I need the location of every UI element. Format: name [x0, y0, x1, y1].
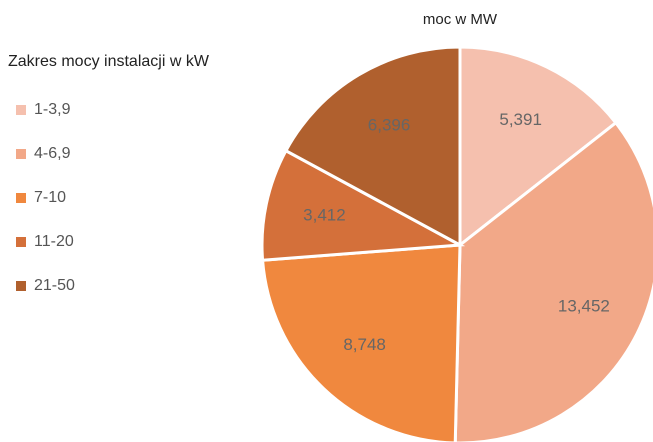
legend-swatch [16, 281, 26, 291]
legend-label: 11-20 [34, 233, 74, 250]
legend-swatch [16, 149, 26, 159]
legend-swatch [16, 237, 26, 247]
legend-title: Zakres mocy instalacji w kW [8, 53, 210, 70]
pie-slice [260, 243, 462, 442]
pie-slice [453, 120, 653, 442]
legend-label: 21-50 [34, 277, 75, 294]
pie-slice [458, 45, 618, 249]
data-label: 6,396 [368, 115, 411, 134]
chart-title: moc w MW [423, 11, 498, 28]
pie-slice [283, 45, 462, 248]
data-label: 5,391 [499, 110, 542, 129]
legend-label: 1-3,9 [34, 101, 71, 118]
legend-swatch [16, 105, 26, 115]
data-label: 8,748 [343, 335, 386, 354]
data-label: 13,452 [558, 297, 610, 316]
legend-swatch [16, 193, 26, 203]
legend-label: 7-10 [34, 189, 66, 206]
legend-label: 4-6,9 [34, 145, 71, 162]
data-label: 3,412 [303, 206, 346, 225]
pie-slice [260, 148, 466, 262]
